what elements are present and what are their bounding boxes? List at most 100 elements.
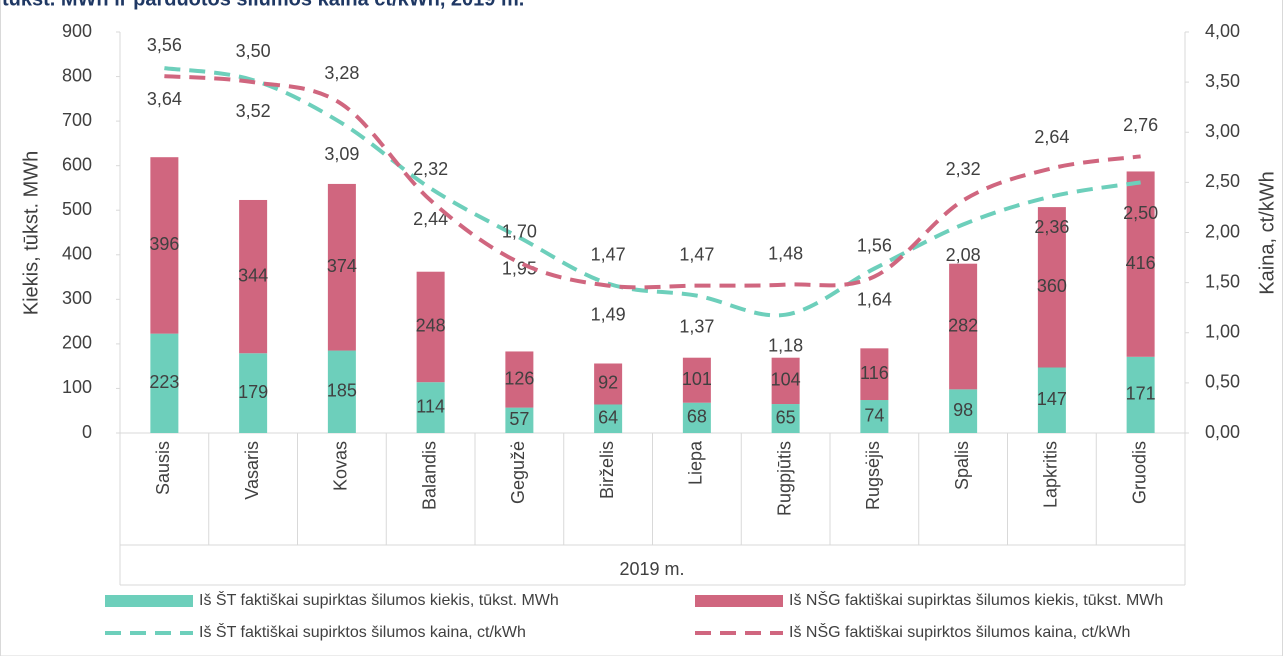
bar-value-label: 98	[953, 400, 973, 420]
bar	[771, 404, 800, 433]
bar-value-label: 64	[598, 407, 618, 427]
line-value-label: 2,64	[1034, 127, 1069, 147]
line-value-label: 1,47	[591, 244, 626, 264]
bar	[682, 402, 711, 433]
line-value-label: 3,52	[236, 101, 271, 121]
bar-value-label: 68	[687, 407, 707, 427]
y2-axis-title: Kaina, ct/kWh	[1256, 171, 1278, 294]
bar	[949, 389, 978, 433]
bar	[682, 357, 711, 403]
bar	[505, 351, 534, 408]
y-axis-title: Kiekis, tūkst. MWh	[20, 151, 42, 315]
y-tick-label: 0	[82, 422, 92, 442]
y2-tick-label: 1,00	[1205, 322, 1240, 342]
line-series	[164, 66, 1141, 318]
bar-value-label: 344	[238, 265, 268, 285]
x-tick-label: Rugsėjis	[863, 441, 883, 510]
bar-value-label: 104	[771, 370, 801, 390]
line-value-label: 1,49	[591, 304, 626, 324]
bar	[860, 348, 889, 401]
y-tick-label: 100	[62, 377, 92, 397]
bar-value-label: 248	[416, 316, 446, 336]
x-tick-label: Kovas	[331, 441, 351, 491]
bar-value-label: 74	[864, 405, 884, 425]
bar-value-label: 223	[149, 372, 179, 392]
y-tick-label: 700	[62, 110, 92, 130]
y2-tick-label: 2,50	[1205, 171, 1240, 191]
bar	[1037, 367, 1066, 433]
line-value-label: 3,64	[147, 89, 182, 109]
y-tick-label: 300	[62, 288, 92, 308]
line-value-label: 3,28	[324, 63, 359, 83]
y-tick-label: 600	[62, 154, 92, 174]
y2-tick-label: 1,50	[1205, 271, 1240, 291]
line-value-label: 1,18	[768, 335, 803, 355]
x-tick-label: Rugpjūtis	[774, 441, 794, 516]
x-tick-label: Birželis	[597, 441, 617, 499]
bar	[949, 263, 978, 390]
bar-value-label: 65	[776, 407, 796, 427]
bar	[594, 363, 623, 405]
x-tick-label: Lapkritis	[1041, 441, 1061, 508]
bar-value-label: 282	[948, 315, 978, 335]
bar	[860, 400, 889, 433]
bar	[416, 382, 445, 433]
x-axis-title: 2019 m.	[619, 559, 684, 579]
y2-tick-label: 4,00	[1205, 21, 1240, 41]
bar-value-label: 396	[149, 234, 179, 254]
bar-value-label: 171	[1126, 384, 1156, 404]
line-value-label: 1,95	[502, 258, 537, 278]
bar	[416, 271, 445, 383]
bar	[1037, 207, 1066, 368]
line-value-label: 3,09	[324, 144, 359, 164]
line-value-label: 1,48	[768, 243, 803, 263]
x-tick-label: Gegužė	[508, 441, 528, 504]
y-tick-label: 200	[62, 333, 92, 353]
line-value-label: 1,56	[857, 235, 892, 255]
y2-tick-label: 3,50	[1205, 71, 1240, 91]
x-tick-label: Gruodis	[1129, 441, 1149, 504]
y-tick-label: 900	[62, 21, 92, 41]
chart-title: tūkst. MWh ir parduotos šilumos kaina ct…	[2, 0, 524, 10]
bar	[150, 157, 179, 334]
bar	[150, 333, 179, 433]
line-value-label: 3,56	[147, 35, 182, 55]
y-tick-label: 800	[62, 65, 92, 85]
bar-value-label: 147	[1037, 389, 1067, 409]
bar	[1126, 171, 1155, 357]
x-tick-label: Balandis	[419, 441, 439, 510]
bar-value-label: 179	[238, 382, 268, 402]
y-tick-label: 500	[62, 199, 92, 219]
bar	[1126, 356, 1155, 433]
legend-label: Iš ŠT faktiškai supirktos šilumos kaina,…	[199, 622, 526, 641]
bar-value-label: 416	[1126, 253, 1156, 273]
bar	[239, 353, 268, 433]
y2-tick-label: 0,00	[1205, 422, 1240, 442]
x-tick-label: Liepa	[686, 440, 706, 485]
bar-value-label: 57	[509, 409, 529, 429]
line-value-label: 2,32	[946, 159, 981, 179]
bar	[594, 404, 623, 433]
line-value-label: 2,36	[1034, 217, 1069, 237]
line-value-label: 2,08	[946, 245, 981, 265]
line-value-label: 1,37	[679, 316, 714, 336]
y2-tick-label: 0,50	[1205, 372, 1240, 392]
bar-value-label: 374	[327, 256, 357, 276]
y-tick-label: 400	[62, 244, 92, 264]
x-tick-label: Vasaris	[242, 441, 262, 500]
bar	[771, 357, 800, 405]
line-value-label: 2,76	[1123, 115, 1158, 135]
line-value-label: 1,64	[857, 289, 892, 309]
bar-value-label: 92	[598, 373, 618, 393]
line-value-label: 2,32	[413, 159, 448, 179]
legend-swatch	[105, 595, 193, 607]
legend-label: Iš ŠT faktiškai supirktas šilumos kiekis…	[199, 590, 559, 609]
bar-value-label: 101	[682, 369, 712, 389]
y2-tick-label: 2,00	[1205, 221, 1240, 241]
legend-label: Iš NŠG faktiškai supirktas šilumos kieki…	[789, 590, 1163, 609]
bar	[327, 183, 356, 351]
legend-swatch	[695, 595, 783, 607]
bar-value-label: 116	[860, 363, 889, 383]
bar-value-label: 114	[416, 396, 445, 416]
